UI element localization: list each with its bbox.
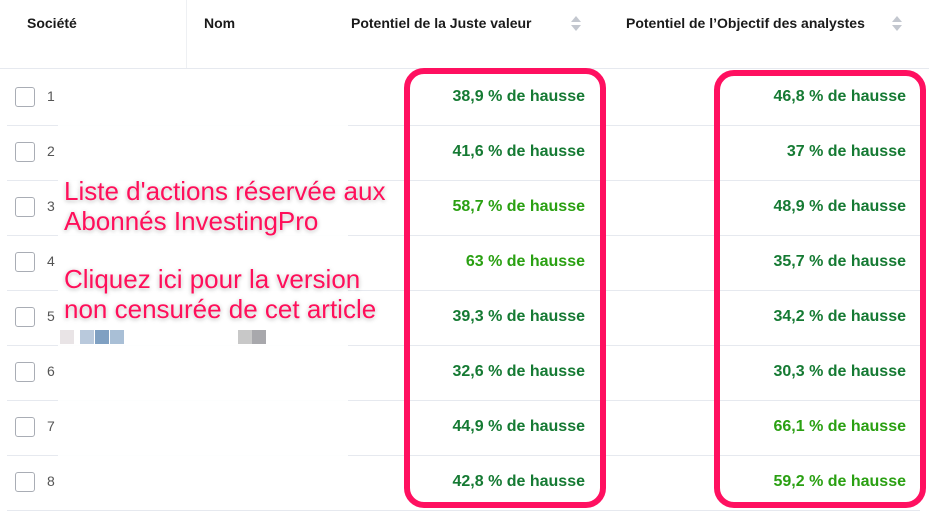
fair-value-upside: 41,6 % de hausse xyxy=(452,143,585,160)
promo-link-subscribers[interactable]: Liste d'actions réservée aux Abonnés Inv… xyxy=(64,176,385,236)
analyst-target-upside: 46,8 % de hausse xyxy=(773,88,906,105)
row-number: 5 xyxy=(47,308,55,324)
column-divider xyxy=(186,0,187,68)
fair-value-upside: 44,9 % de hausse xyxy=(452,418,585,435)
column-header-societe[interactable]: Société xyxy=(27,15,77,31)
blurred-logo xyxy=(95,330,109,344)
censored-area xyxy=(58,70,348,510)
table-row[interactable]: 8 42,8 % de hausse 59,2 % de hausse xyxy=(7,455,920,511)
row-number: 2 xyxy=(47,143,55,159)
sort-icon[interactable] xyxy=(892,15,902,33)
analyst-target-upside: 35,7 % de hausse xyxy=(773,253,906,270)
promo-text: Abonnés InvestingPro xyxy=(64,206,319,236)
row-checkbox[interactable] xyxy=(15,307,35,327)
highlight-box-analyst xyxy=(714,70,926,508)
column-header-analyst-target[interactable]: Potentiel de l’Objectif des analystes xyxy=(626,15,865,31)
column-header-nom[interactable]: Nom xyxy=(204,15,236,31)
analyst-target-upside: 34,2 % de hausse xyxy=(773,308,906,325)
row-number: 3 xyxy=(47,198,55,214)
row-checkbox[interactable] xyxy=(15,472,35,492)
sort-icon[interactable] xyxy=(571,15,581,33)
row-number: 6 xyxy=(47,363,55,379)
fair-value-upside: 63 % de hausse xyxy=(465,253,585,270)
analyst-target-upside: 59,2 % de hausse xyxy=(773,473,906,490)
analyst-target-upside: 66,1 % de hausse xyxy=(773,418,906,435)
table-row[interactable]: 7 44,9 % de hausse 66,1 % de hausse xyxy=(7,400,920,456)
column-header-fair-value[interactable]: Potentiel de la Juste valeur xyxy=(351,15,532,31)
table-header: Société Nom Potentiel de la Juste valeur… xyxy=(0,0,929,69)
fair-value-upside: 42,8 % de hausse xyxy=(452,473,585,490)
promo-link-uncensored[interactable]: Cliquez ici pour la version non censurée… xyxy=(64,264,376,324)
table-row[interactable]: 1 38,9 % de hausse 46,8 % de hausse xyxy=(7,70,920,126)
blurred-logo xyxy=(80,330,94,344)
row-checkbox[interactable] xyxy=(15,142,35,162)
fair-value-upside: 39,3 % de hausse xyxy=(452,308,585,325)
blurred-logo xyxy=(238,330,252,344)
row-checkbox[interactable] xyxy=(15,362,35,382)
row-number: 1 xyxy=(47,88,55,104)
fair-value-upside: 32,6 % de hausse xyxy=(452,363,585,380)
blurred-logo xyxy=(60,330,74,344)
highlight-box-fair-value xyxy=(404,68,606,508)
blurred-logo xyxy=(252,330,266,344)
row-number: 4 xyxy=(47,253,55,269)
analyst-target-upside: 48,9 % de hausse xyxy=(773,198,906,215)
row-number: 7 xyxy=(47,418,55,434)
blurred-logo xyxy=(110,330,124,344)
fair-value-upside: 58,7 % de hausse xyxy=(452,198,585,215)
table-row[interactable]: 4 63 % de hausse 35,7 % de hausse xyxy=(7,235,920,291)
analyst-target-upside: 37 % de hausse xyxy=(786,143,906,160)
table-row[interactable]: 5 39,3 % de hausse 34,2 % de hausse xyxy=(7,290,920,346)
row-checkbox[interactable] xyxy=(15,417,35,437)
table-row[interactable]: 6 32,6 % de hausse 30,3 % de hausse xyxy=(7,345,920,401)
row-number: 8 xyxy=(47,473,55,489)
row-checkbox[interactable] xyxy=(15,252,35,272)
fair-value-upside: 38,9 % de hausse xyxy=(452,88,585,105)
promo-text: Cliquez ici pour la version xyxy=(64,264,361,294)
table-row[interactable]: 3 58,7 % de hausse 48,9 % de hausse xyxy=(7,180,920,236)
table-row[interactable]: 2 41,6 % de hausse 37 % de hausse xyxy=(7,125,920,181)
row-checkbox[interactable] xyxy=(15,87,35,107)
promo-text: non censurée de cet article xyxy=(64,294,377,324)
row-checkbox[interactable] xyxy=(15,197,35,217)
analyst-target-upside: 30,3 % de hausse xyxy=(773,363,906,380)
promo-text: Liste d'actions réservée aux xyxy=(64,176,386,206)
